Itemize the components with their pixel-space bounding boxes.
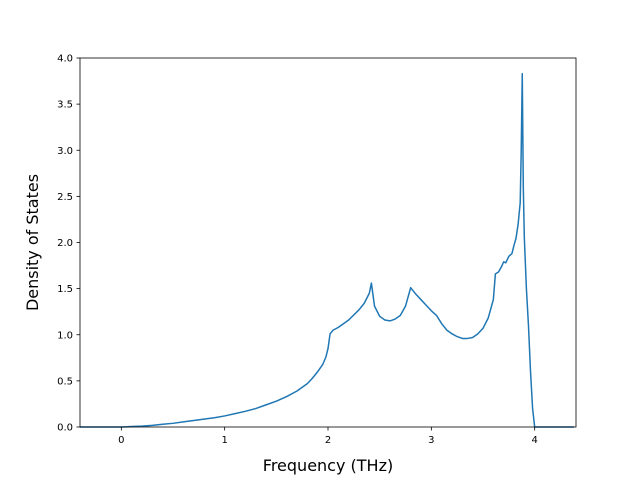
y-tick-label: 0.0 bbox=[57, 423, 73, 434]
x-tick-label: 3 bbox=[428, 435, 434, 446]
y-tick-label: 1.0 bbox=[57, 330, 73, 341]
x-tick-label: 1 bbox=[221, 435, 227, 446]
y-tick-label: 1.5 bbox=[57, 284, 73, 295]
y-tick-label: 2.5 bbox=[57, 192, 73, 203]
plot-area: 0 1 2 3 4 0.0 0.5 1.0 1.5 2.0 2.5 3.0 3.5 4.0 bbox=[57, 54, 577, 446]
x-tick-label: 2 bbox=[325, 435, 331, 446]
y-tick-label: 3.5 bbox=[57, 100, 73, 111]
y-axis-label: Density of States bbox=[23, 174, 42, 311]
y-tick-label: 0.5 bbox=[57, 376, 73, 387]
plot-frame bbox=[79, 57, 577, 428]
x-tick-label: 4 bbox=[531, 435, 537, 446]
y-tick-label: 3.0 bbox=[57, 146, 73, 157]
series-line-0 bbox=[80, 72, 574, 428]
y-tick-label: 2.0 bbox=[57, 238, 73, 249]
x-axis-label: Frequency (THz) bbox=[263, 456, 393, 475]
x-tick-label: 0 bbox=[118, 435, 124, 446]
y-tick-label: 4.0 bbox=[57, 54, 73, 65]
